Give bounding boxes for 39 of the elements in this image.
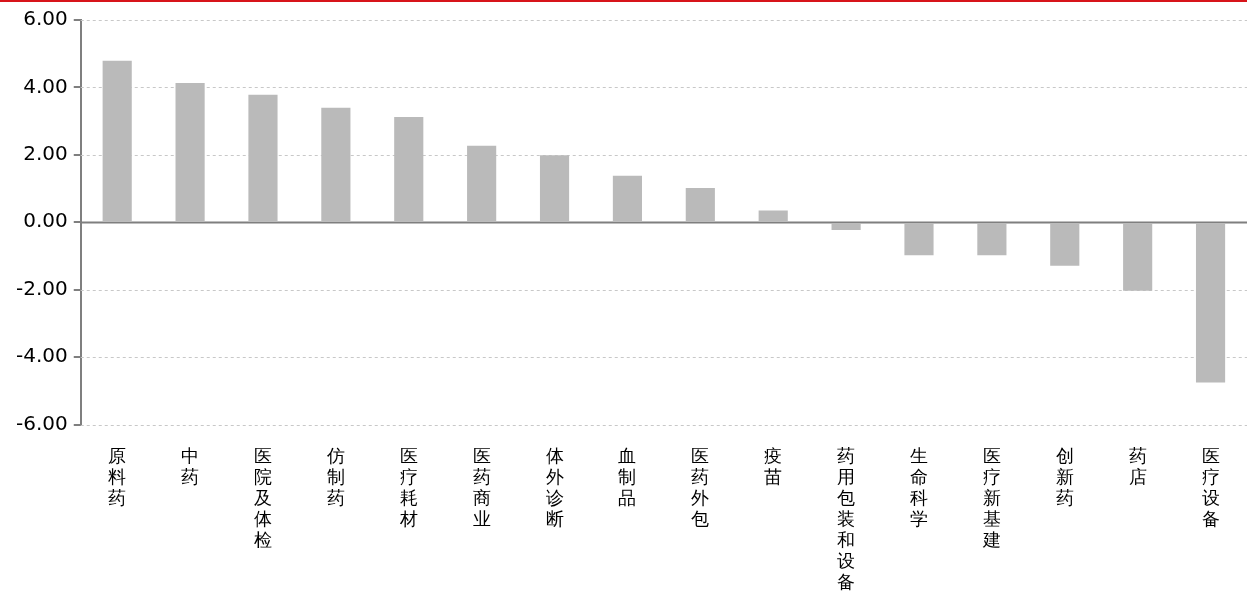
x-tick-label: 中药 [181,444,200,487]
bar [248,94,278,222]
bar [102,60,132,222]
x-tick-label: 医疗新基建 [981,444,1001,551]
bar [831,223,861,231]
bar [758,210,788,222]
bar [904,223,934,256]
bar [1195,223,1226,383]
x-tick-label: 药店 [1128,444,1147,487]
x-tick-label: 医院及体检 [253,444,272,551]
x-tick-label: 医疗耗材 [398,444,418,529]
x-tick-label: 医药外包 [691,444,710,529]
y-tick-label: -2.00 [16,275,68,300]
x-tick-label: 创新药 [1055,444,1074,508]
x-tick-label: 原料药 [108,444,127,508]
x-tick-label: 医药商业 [472,444,491,529]
bar [685,187,715,222]
x-tick-label: 体外诊断 [545,444,564,529]
y-tick-label: 2.00 [23,141,68,166]
x-tick-label: 疫苗 [764,444,783,487]
bar [394,117,424,222]
bar [467,145,497,222]
bar [539,155,570,222]
x-tick-label: 仿制药 [325,444,345,508]
y-tick-label: 6.00 [23,6,68,31]
bar [1123,223,1153,291]
bar [321,107,351,222]
bar [1050,223,1080,266]
x-tick-label: 血制品 [618,444,637,508]
bar [977,223,1007,256]
x-tick-label: 药用包装和设备 [837,444,856,593]
bar [612,175,643,222]
y-tick-label: 4.00 [23,73,68,98]
y-tick-label: -4.00 [16,343,68,368]
x-tick-label: 医疗设备 [1201,444,1220,529]
y-tick-label: -6.00 [16,410,68,435]
bar [175,83,205,222]
x-tick-label: 生命科学 [909,444,928,529]
y-tick-label: 0.00 [23,208,68,233]
